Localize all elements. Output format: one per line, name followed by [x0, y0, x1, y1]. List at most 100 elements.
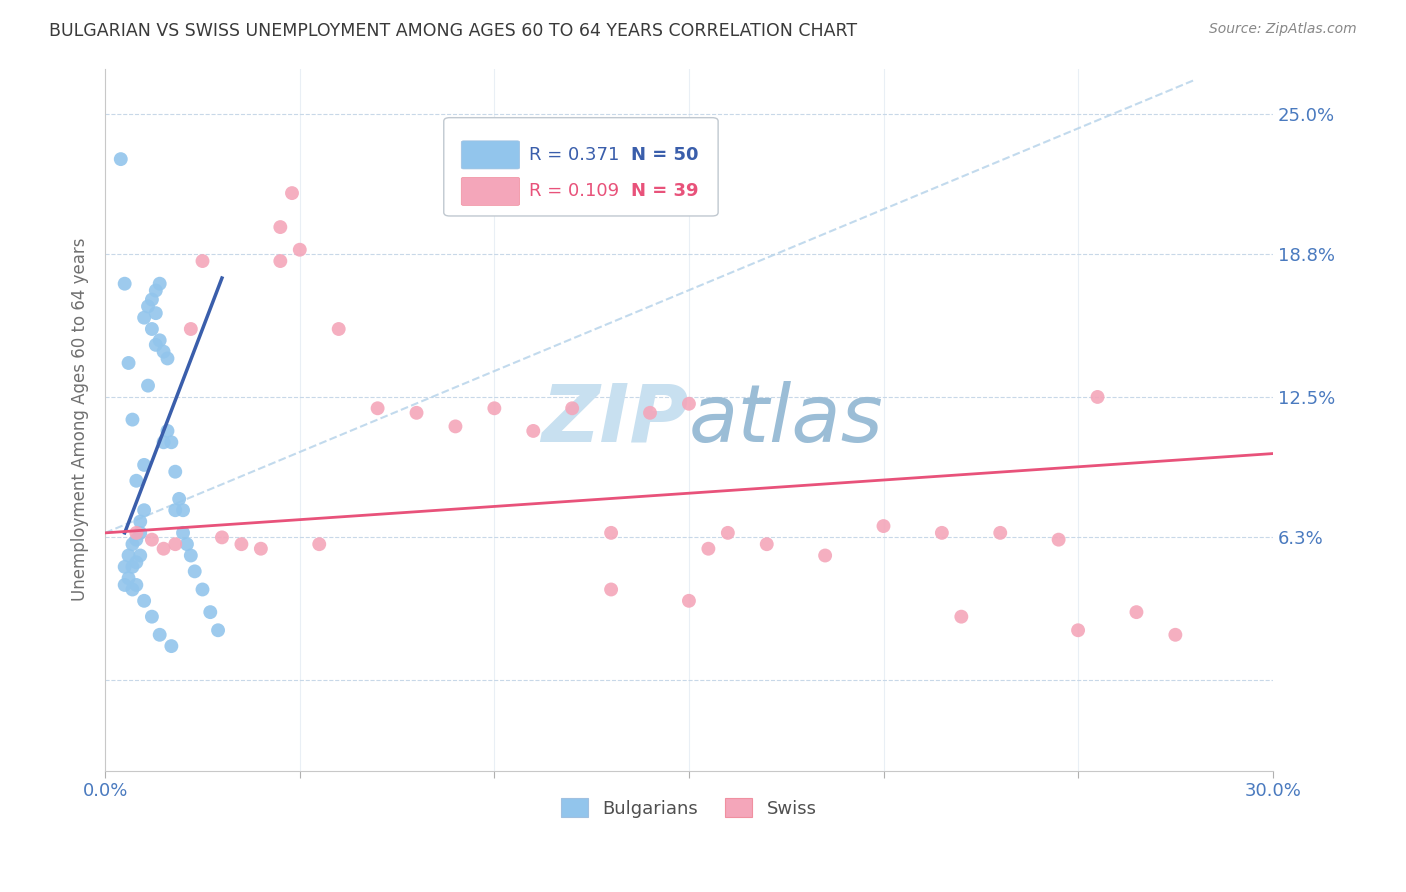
Point	[172, 503, 194, 517]
Point	[117, 571, 139, 585]
Point	[149, 277, 172, 291]
Point	[117, 549, 139, 563]
Point	[328, 322, 350, 336]
Point	[152, 541, 174, 556]
Point	[1125, 605, 1147, 619]
Point	[149, 628, 172, 642]
Point	[1087, 390, 1109, 404]
Point	[600, 525, 623, 540]
Point	[165, 503, 187, 517]
Point	[145, 338, 167, 352]
Point	[308, 537, 330, 551]
Point	[600, 582, 623, 597]
Point	[141, 322, 163, 336]
Point	[1067, 624, 1090, 638]
Text: BULGARIAN VS SWISS UNEMPLOYMENT AMONG AGES 60 TO 64 YEARS CORRELATION CHART: BULGARIAN VS SWISS UNEMPLOYMENT AMONG AG…	[49, 22, 858, 40]
Point	[988, 525, 1011, 540]
Point	[950, 609, 973, 624]
Point	[125, 555, 148, 569]
Point	[191, 254, 214, 268]
Point	[160, 639, 183, 653]
Point	[141, 533, 163, 547]
Point	[167, 491, 190, 506]
Point	[561, 401, 583, 416]
Text: R = 0.109: R = 0.109	[529, 182, 619, 201]
Text: N = 50: N = 50	[630, 146, 697, 164]
Legend: Bulgarians, Swiss: Bulgarians, Swiss	[554, 791, 824, 825]
Y-axis label: Unemployment Among Ages 60 to 64 years: Unemployment Among Ages 60 to 64 years	[72, 238, 89, 601]
FancyBboxPatch shape	[461, 178, 520, 205]
Point	[522, 424, 544, 438]
Point	[149, 334, 172, 348]
Point	[872, 519, 894, 533]
Text: Source: ZipAtlas.com: Source: ZipAtlas.com	[1209, 22, 1357, 37]
Point	[129, 515, 152, 529]
Point	[136, 299, 159, 313]
Point	[288, 243, 311, 257]
Point	[211, 530, 233, 544]
Point	[638, 406, 661, 420]
Point	[110, 152, 132, 166]
Point	[200, 605, 222, 619]
Point	[165, 465, 187, 479]
Text: N = 39: N = 39	[630, 182, 697, 201]
Point	[1164, 628, 1187, 642]
Point	[136, 378, 159, 392]
Point	[755, 537, 778, 551]
Point	[717, 525, 740, 540]
Point	[152, 435, 174, 450]
Point	[125, 474, 148, 488]
Point	[183, 565, 205, 579]
Point	[141, 609, 163, 624]
Point	[125, 533, 148, 547]
Point	[121, 537, 143, 551]
Point	[121, 412, 143, 426]
Point	[367, 401, 389, 416]
Point	[172, 525, 194, 540]
Point	[117, 356, 139, 370]
Point	[180, 322, 202, 336]
Point	[114, 277, 136, 291]
Text: atlas: atlas	[689, 381, 884, 458]
Point	[165, 537, 187, 551]
Point	[145, 306, 167, 320]
Point	[444, 419, 467, 434]
Point	[134, 458, 156, 472]
Point	[145, 284, 167, 298]
FancyBboxPatch shape	[444, 118, 718, 216]
Point	[405, 406, 427, 420]
Point	[129, 549, 152, 563]
Point	[160, 435, 183, 450]
Point	[231, 537, 253, 551]
Point	[134, 503, 156, 517]
Point	[134, 310, 156, 325]
Point	[121, 582, 143, 597]
Point	[129, 525, 152, 540]
FancyBboxPatch shape	[461, 141, 520, 169]
Text: ZIP: ZIP	[541, 381, 689, 458]
Point	[678, 594, 700, 608]
Point	[114, 578, 136, 592]
Point	[931, 525, 953, 540]
Point	[697, 541, 720, 556]
Point	[1047, 533, 1070, 547]
Point	[152, 344, 174, 359]
Point	[484, 401, 506, 416]
Point	[141, 293, 163, 307]
Point	[134, 594, 156, 608]
Point	[207, 624, 229, 638]
Point	[176, 537, 198, 551]
Point	[269, 254, 291, 268]
Point	[269, 220, 291, 235]
Text: R = 0.371: R = 0.371	[529, 146, 620, 164]
Point	[156, 424, 179, 438]
Point	[121, 559, 143, 574]
Point	[191, 582, 214, 597]
Point	[250, 541, 273, 556]
Point	[180, 549, 202, 563]
Point	[125, 525, 148, 540]
Point	[281, 186, 304, 200]
Point	[678, 397, 700, 411]
Point	[156, 351, 179, 366]
Point	[114, 559, 136, 574]
